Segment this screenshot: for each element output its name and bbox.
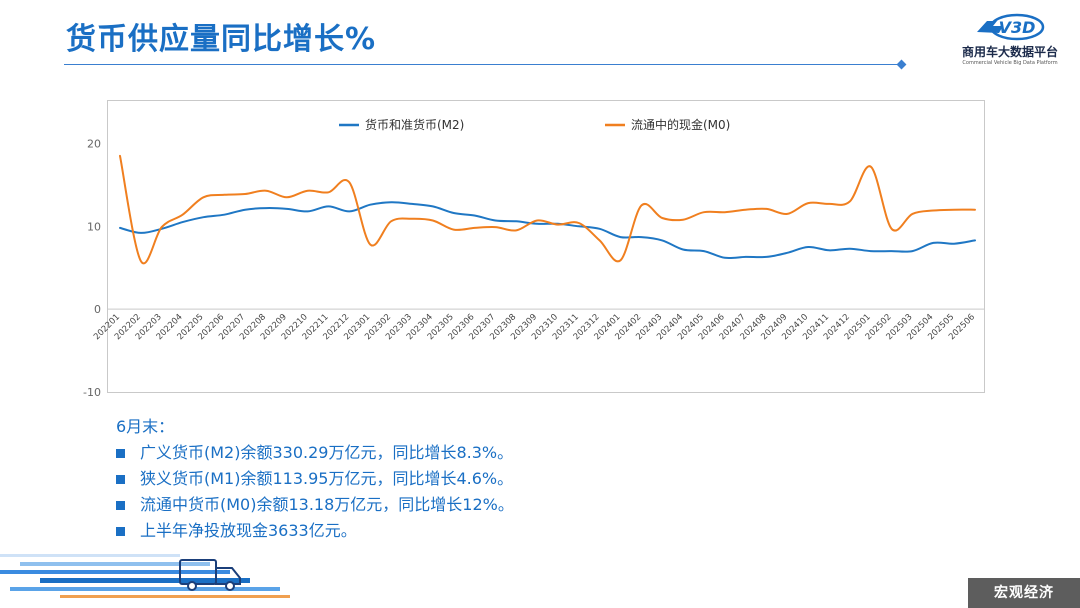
page-title: 货币供应量同比增长%	[66, 22, 377, 57]
note-text: 上半年净投放现金3633亿元。	[140, 521, 357, 540]
note-text: 广义货币(M2)余额330.29万亿元，同比增长8.3%。	[140, 443, 514, 462]
list-item: 狭义货币(M1)余额113.95万亿元，同比增长4.6%。	[116, 466, 514, 492]
logo-subtitle: Commercial Vehicle Big Data Platform	[962, 60, 1058, 66]
bullet-square-icon	[116, 449, 125, 458]
chart-frame	[107, 100, 985, 393]
y-tick-label: 20	[87, 137, 101, 150]
truck-banner-icon	[0, 554, 290, 598]
list-item: 上半年净投放现金3633亿元。	[116, 518, 514, 544]
section-tag: 宏观经济	[968, 578, 1080, 608]
legend-label: 货币和准货币(M2)	[365, 117, 464, 132]
logo-name: 商用车大数据平台	[961, 45, 1058, 59]
note-text: 流通中货币(M0)余额13.18万亿元，同比增长12%。	[140, 495, 514, 514]
bullet-square-icon	[116, 501, 125, 510]
y-tick-label: 10	[87, 220, 101, 233]
y-tick-label: 0	[94, 303, 101, 316]
bullet-square-icon	[116, 527, 125, 536]
logo-mark-text: V3D	[999, 18, 1036, 37]
y-tick-label: -10	[83, 386, 101, 399]
list-item: 流通中货币(M0)余额13.18万亿元，同比增长12%。	[116, 492, 514, 518]
notes-list: 广义货币(M2)余额330.29万亿元，同比增长8.3%。 狭义货币(M1)余额…	[116, 440, 514, 544]
bullet-square-icon	[116, 475, 125, 484]
series-line-m0	[119, 154, 976, 265]
notes-panel: 6月末： 广义货币(M2)余额330.29万亿元，同比增长8.3%。 狭义货币(…	[116, 414, 514, 544]
legend-label: 流通中的现金(M0)	[631, 117, 730, 132]
brand-logo: V3D 商用车大数据平台 Commercial Vehicle Big Data…	[955, 12, 1065, 72]
notes-heading: 6月末：	[116, 417, 175, 436]
list-item: 广义货币(M2)余额330.29万亿元，同比增长8.3%。	[116, 440, 514, 466]
truck-logo-icon: V3D	[977, 13, 1045, 41]
series-line-m2	[119, 201, 976, 260]
note-text: 狭义货币(M1)余额113.95万亿元，同比增长4.6%。	[140, 469, 514, 488]
title-divider	[64, 64, 902, 65]
